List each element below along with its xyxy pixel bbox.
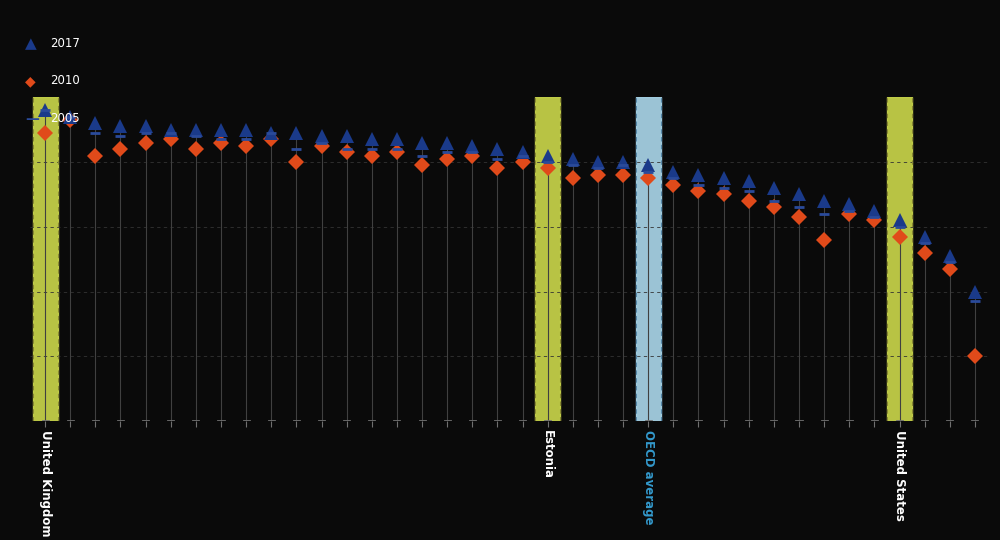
Bar: [636, 97, 661, 421]
Bar: [887, 97, 912, 421]
Text: —: —: [25, 112, 39, 126]
Text: 2010: 2010: [50, 75, 80, 87]
Bar: [33, 97, 58, 421]
Text: ◆: ◆: [25, 74, 36, 88]
Text: 2017: 2017: [50, 37, 80, 50]
Text: ▲: ▲: [25, 36, 37, 51]
Bar: [535, 97, 560, 421]
Text: 2005: 2005: [50, 112, 80, 125]
